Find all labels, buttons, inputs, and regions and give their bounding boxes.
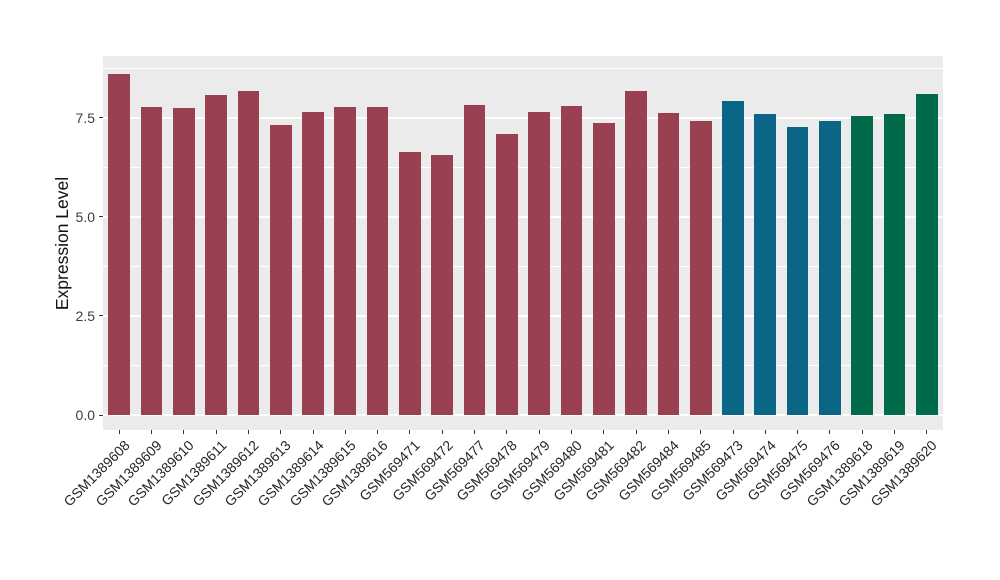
y-tick-mark (99, 414, 103, 416)
gridline-major (103, 314, 943, 317)
x-tick-mark (441, 430, 443, 434)
y-tick-mark (99, 216, 103, 218)
y-tick-mark (99, 315, 103, 317)
bar (528, 111, 550, 415)
x-tick-mark (732, 430, 734, 434)
bar (819, 121, 841, 415)
bar (237, 91, 260, 415)
bar (689, 120, 712, 415)
bar (754, 113, 777, 415)
x-tick-mark (377, 430, 379, 434)
bar (334, 107, 357, 415)
x-tick-mark (764, 430, 766, 434)
bar (560, 105, 583, 415)
gridline-minor (103, 364, 943, 366)
x-tick-mark (861, 430, 863, 434)
x-tick-mark (635, 430, 637, 434)
y-tick-label: 0.0 (75, 407, 95, 423)
x-tick-mark (150, 430, 152, 434)
bar (399, 151, 421, 415)
x-tick-mark (926, 430, 928, 434)
bar (302, 111, 324, 415)
x-tick-mark (344, 430, 346, 434)
x-tick-mark (409, 430, 411, 434)
bar (592, 123, 615, 415)
plot-panel (103, 56, 943, 430)
x-tick-mark (183, 430, 185, 434)
y-tick-label: 5.0 (75, 208, 95, 225)
y-tick-mark (99, 117, 103, 119)
x-tick-mark (506, 430, 508, 434)
x-tick-mark (215, 430, 217, 434)
x-tick-mark (570, 430, 572, 434)
x-tick-mark (118, 430, 120, 434)
y-axis-title-text: Expression Level (52, 176, 73, 310)
bar (140, 107, 163, 415)
x-tick-mark (603, 430, 605, 434)
x-tick-mark (247, 430, 249, 434)
bar (431, 154, 454, 415)
bar (108, 74, 130, 415)
gridline-major (103, 414, 943, 416)
bar (205, 95, 227, 415)
bar (657, 113, 680, 415)
x-tick-mark (797, 430, 799, 434)
bar (722, 100, 744, 415)
gridline-major (103, 116, 943, 119)
gridline-minor (103, 265, 943, 267)
bar (496, 134, 518, 415)
bar (851, 116, 874, 415)
bar (269, 125, 292, 415)
bar (883, 113, 906, 415)
x-tick-mark (474, 430, 476, 434)
bar (625, 91, 647, 415)
bar (916, 93, 938, 415)
bar (463, 104, 486, 415)
y-tick-label: 7.5 (75, 109, 95, 126)
x-tick-mark (280, 430, 282, 434)
x-tick-mark (667, 430, 669, 434)
x-tick-mark (829, 430, 831, 434)
bar (786, 127, 809, 415)
gridline-minor (103, 67, 943, 69)
bar (366, 106, 389, 415)
gridline-major (103, 215, 943, 218)
y-tick-label: 2.5 (75, 307, 95, 324)
bar (172, 108, 195, 415)
x-tick-mark (894, 430, 896, 434)
gridline-minor (103, 166, 943, 168)
x-tick-mark (312, 430, 314, 434)
x-tick-mark (700, 430, 702, 434)
x-tick-mark (538, 430, 540, 434)
